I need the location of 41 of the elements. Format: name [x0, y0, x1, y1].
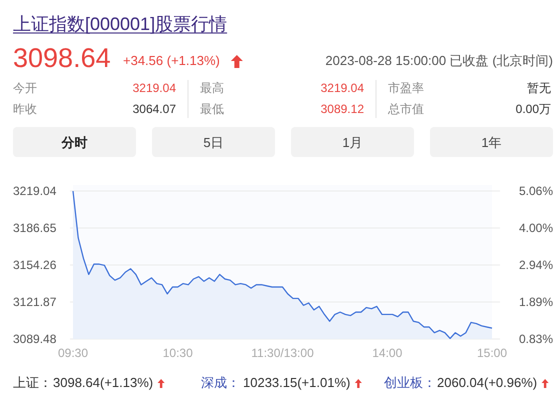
x-tick-label: 10:30 — [162, 346, 194, 360]
y-tick-label: 3121.87 — [13, 295, 57, 309]
y-tick-label: 3089.48 — [13, 332, 57, 346]
text: 最高 — [200, 81, 224, 95]
y2-tick-label: 0.83% — [518, 332, 554, 346]
x-tick-label: 09:30 — [58, 346, 88, 360]
text: 3219.04 — [132, 81, 176, 95]
text: 3098.64(+1.13%) — [53, 375, 154, 390]
y-tick-label: 3219.04 — [13, 184, 57, 198]
text: 最低 — [200, 102, 224, 116]
text: 创业板： — [384, 375, 436, 390]
text: 上证： — [13, 375, 52, 390]
text: 总市值 — [387, 102, 424, 116]
text: 深成： — [201, 375, 240, 390]
text: +34.56 (+1.13%) — [123, 53, 220, 68]
text: 0.00万 — [516, 102, 551, 116]
text: 2023-08-28 15:00:00 已收盘 (北京时间) — [325, 53, 553, 68]
x-tick-label: 15:00 — [476, 346, 508, 360]
text: 5日 — [203, 135, 224, 150]
text: 2060.04(+0.96%) — [437, 375, 538, 390]
x-tick-label: 11:30/13:00 — [251, 346, 314, 360]
x-tick-label: 14:00 — [372, 346, 403, 360]
text: 暂无 — [527, 81, 551, 95]
text: 3089.12 — [320, 102, 364, 116]
text: 3064.07 — [132, 102, 176, 116]
text: 市盈率 — [388, 81, 424, 95]
y2-tick-label: 4.00% — [518, 221, 554, 236]
text: 3098.64 — [13, 43, 111, 73]
text: 分时 — [60, 135, 88, 150]
y2-tick-label: 1.89% — [518, 294, 554, 309]
y2-tick-label: 2.94% — [518, 258, 554, 272]
text: 1年 — [481, 135, 502, 150]
text: 3219.04 — [320, 81, 364, 95]
text: 1月 — [342, 135, 363, 150]
y-tick-label: 3154.26 — [13, 258, 57, 272]
y2-tick-label: 5.06% — [518, 184, 554, 198]
text: 昨收 — [13, 102, 37, 116]
y-tick-label: 3186.65 — [13, 221, 57, 235]
chart-title: 上证指数[000001]股票行情 — [13, 14, 228, 34]
text: 今开 — [13, 81, 37, 95]
text: 10233.15(+1.01%) — [243, 375, 350, 390]
